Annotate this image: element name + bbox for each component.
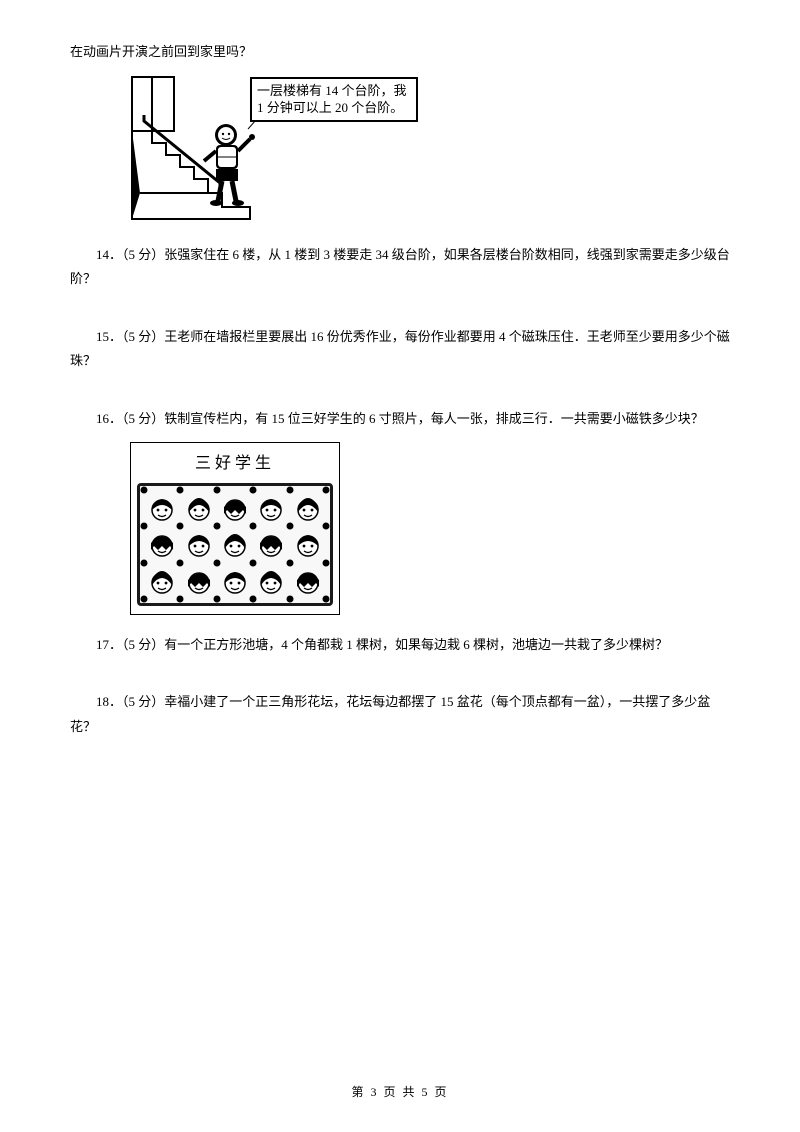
students-board (137, 483, 333, 606)
student-face (180, 526, 216, 562)
student-face (290, 526, 326, 562)
student-face (144, 563, 180, 599)
figure-stairs: 一层楼梯有 14 个台阶，我 1 分钟可以上 20 个台阶。 (130, 75, 415, 225)
question-14: 14．（5 分）张强家住在 6 楼，从 1 楼到 3 楼要走 34 级台阶，如果… (70, 243, 730, 292)
student-face (180, 490, 216, 526)
student-face (253, 563, 289, 599)
student-face (217, 526, 253, 562)
students-title: 三好学生 (137, 449, 333, 479)
student-face (253, 526, 289, 562)
page-footer: 第 3 页 共 5 页 (0, 1081, 800, 1104)
student-face (290, 563, 326, 599)
student-face (144, 526, 180, 562)
figure-students: 三好学生 (130, 442, 730, 616)
question-17: 17．（5 分）有一个正方形池塘，4 个角都栽 1 棵树，如果每边栽 6 棵树，… (70, 633, 730, 658)
question-18: 18．（5 分）幸福小建了一个正三角形花坛，花坛每边都摆了 15 盆花（每个顶点… (70, 690, 730, 739)
student-face (217, 490, 253, 526)
question-16: 16．（5 分）铁制宣传栏内，有 15 位三好学生的 6 寸照片，每人一张，排成… (70, 407, 730, 432)
student-face (253, 490, 289, 526)
student-face (290, 490, 326, 526)
student-face (217, 563, 253, 599)
student-face (180, 563, 216, 599)
question-15: 15．（5 分）王老师在墙报栏里要展出 16 份优秀作业，每份作业都要用 4 个… (70, 325, 730, 374)
student-face (144, 490, 180, 526)
speech-bubble: 一层楼梯有 14 个台阶，我 1 分钟可以上 20 个台阶。 (250, 77, 418, 122)
intro-tail: 在动画片开演之前回到家里吗？ (70, 40, 730, 65)
